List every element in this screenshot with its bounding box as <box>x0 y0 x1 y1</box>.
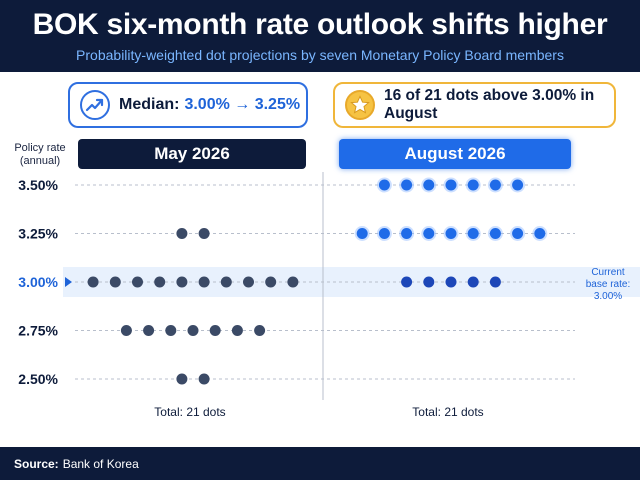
dot <box>401 179 413 191</box>
dot <box>165 325 177 336</box>
dot <box>445 276 457 288</box>
median-label: Median: <box>119 96 180 113</box>
dot <box>143 325 155 336</box>
current-rate-marker-icon <box>65 277 72 287</box>
dot <box>198 228 210 239</box>
dot <box>467 228 479 239</box>
panel-header-august: August 2026 <box>339 139 571 169</box>
total-august: Total: 21 dots <box>412 405 484 419</box>
dot <box>220 276 232 288</box>
dot <box>176 373 188 385</box>
y-tick-label: 2.50% <box>18 371 58 387</box>
dot <box>109 276 121 288</box>
footer: Source: Bank of Korea <box>0 447 640 480</box>
y-tick-label: 3.25% <box>18 226 58 242</box>
dot <box>243 276 254 288</box>
dot <box>489 228 501 239</box>
dot <box>287 276 299 288</box>
dot <box>489 276 501 288</box>
dot <box>254 325 266 336</box>
y-axis-title: Policy rate (annual) <box>14 142 66 167</box>
y-tick-label: 3.00% <box>18 274 58 290</box>
median-callout: Median: 3.00% → 3.25% <box>68 82 308 128</box>
dot <box>512 228 524 239</box>
dot <box>401 276 413 288</box>
dots-callout: 16 of 21 dots above 3.00% in August <box>333 82 616 128</box>
dot <box>401 228 413 239</box>
dot <box>512 179 524 191</box>
dot <box>467 179 479 191</box>
y-tick-label: 3.50% <box>18 177 58 193</box>
panel-header-may: May 2026 <box>78 139 306 169</box>
source-value: Bank of Korea <box>62 456 139 471</box>
page-subtitle: Probability-weighted dot projections by … <box>76 47 564 63</box>
dot <box>445 228 457 239</box>
page-title: BOK six-month rate outlook shifts higher <box>32 8 608 41</box>
y-tick-label: 2.75% <box>18 323 58 339</box>
dot <box>423 179 435 191</box>
dot <box>198 373 210 385</box>
dot <box>176 228 188 239</box>
dot <box>378 179 390 191</box>
dot <box>176 276 188 288</box>
dot <box>467 276 479 288</box>
source-label: Source: <box>14 456 59 471</box>
dot <box>534 228 546 239</box>
total-may: Total: 21 dots <box>154 405 226 419</box>
header-banner: BOK six-month rate outlook shifts higher… <box>0 0 640 72</box>
dots-summary: 16 of 21 dots above 3.00% in August <box>384 87 595 122</box>
dot <box>187 325 199 336</box>
dot <box>378 228 390 239</box>
dot <box>198 276 210 288</box>
dot <box>423 276 435 288</box>
dot <box>445 179 457 191</box>
dot <box>209 325 221 336</box>
dot <box>423 228 435 239</box>
dot <box>265 276 277 288</box>
dot <box>356 228 368 239</box>
dot <box>231 325 243 336</box>
dot <box>87 276 99 288</box>
current-base-rate-label: Current base rate: 3.00% <box>585 267 631 302</box>
dot <box>120 325 132 336</box>
dot <box>489 179 501 191</box>
star-icon <box>345 90 375 120</box>
dot-plot: 3.50% 3.25% 3.00% 2.75% 2.50% <box>18 172 640 400</box>
median-value: 3.00% → 3.25% <box>184 96 301 113</box>
trend-up-icon <box>80 90 110 120</box>
dot <box>132 276 143 288</box>
dot <box>154 276 166 288</box>
